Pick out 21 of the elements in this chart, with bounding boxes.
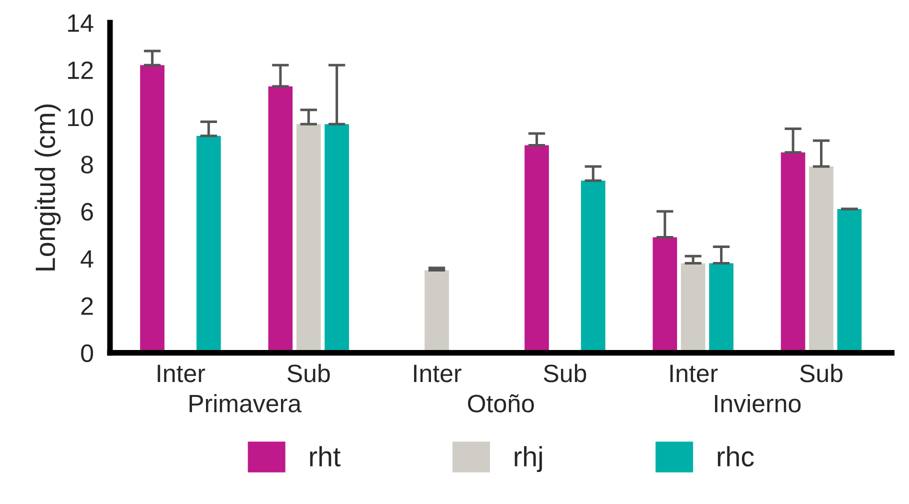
- y-tick-label: 2: [81, 297, 93, 315]
- y-tick-label: 14: [68, 14, 94, 32]
- x-tick-label: Sub: [544, 364, 586, 382]
- x-tick-label: Inter: [158, 364, 206, 382]
- y-tick-label: 12: [68, 61, 93, 79]
- x-tick-label: Inter: [670, 364, 718, 382]
- y-tick-label: 0: [81, 344, 94, 362]
- y-tick-label: 8: [81, 156, 93, 174]
- text: Invierno: [715, 394, 801, 412]
- legend-label: rhc: [718, 446, 754, 467]
- legend-label: rhj: [514, 446, 542, 472]
- text: Primavera: [190, 394, 302, 412]
- x-tick-label: Sub: [800, 364, 842, 382]
- x-tick-label: Inter: [414, 364, 462, 382]
- legend-label: rht: [310, 446, 340, 466]
- y-tick-label: 6: [81, 202, 93, 221]
- x-tick-label: Sub: [288, 364, 330, 382]
- y-tick-label: 4: [80, 250, 94, 268]
- y-tick-label: 10: [68, 108, 94, 126]
- text: Otoño: [468, 394, 534, 412]
- y-axis-title: Longitud (cm): [34, 104, 61, 270]
